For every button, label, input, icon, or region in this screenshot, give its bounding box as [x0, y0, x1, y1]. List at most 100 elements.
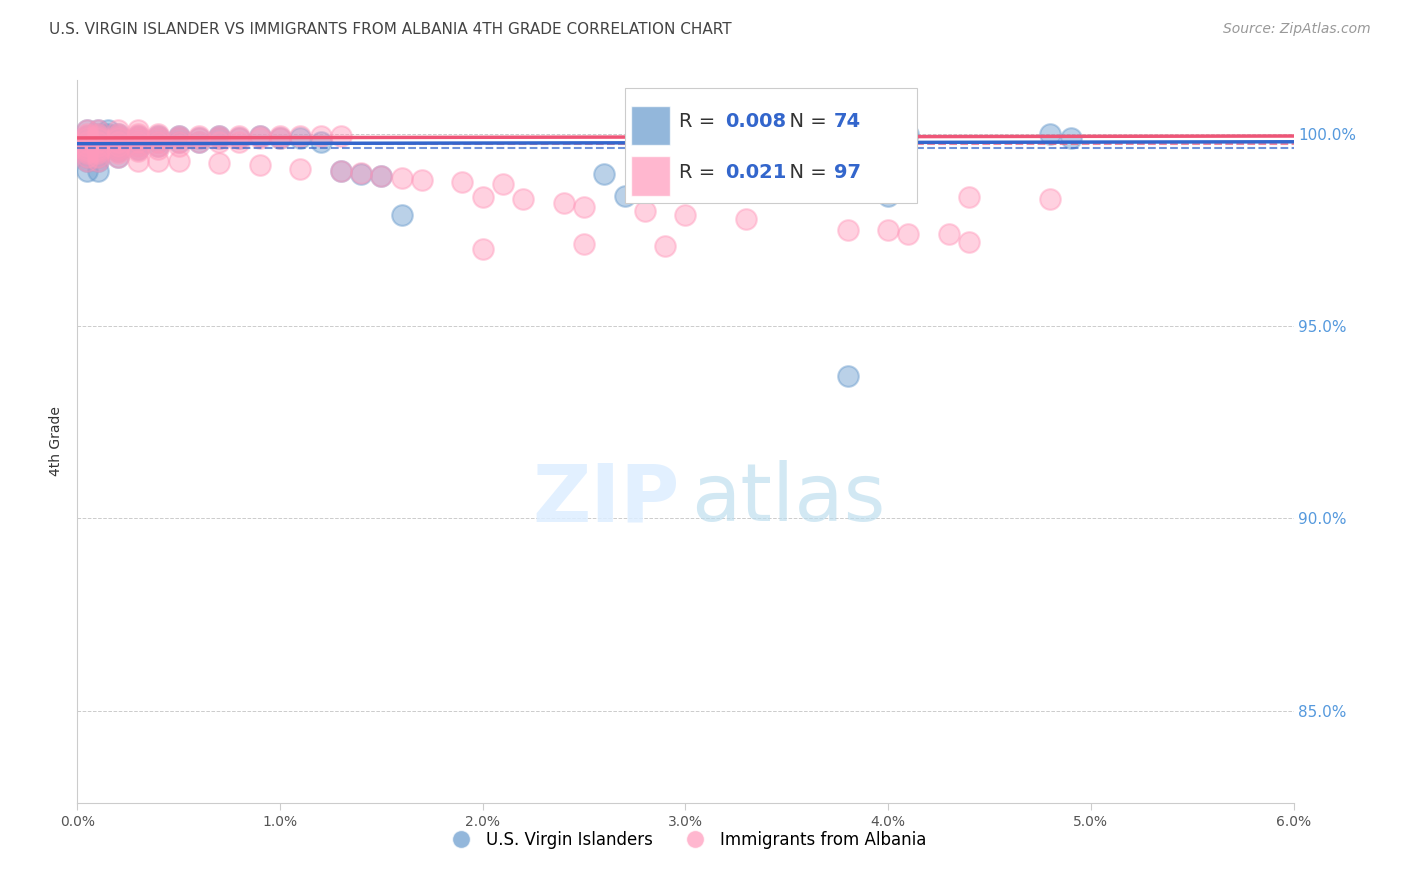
Point: [269, 131, 291, 145]
FancyBboxPatch shape: [631, 156, 669, 196]
Point: [86, 145, 108, 159]
Point: [127, 128, 149, 143]
Point: [86, 153, 108, 168]
Point: [127, 135, 149, 149]
Point: [309, 128, 332, 143]
Point: [107, 131, 129, 145]
Point: [228, 131, 250, 145]
Point: [107, 138, 129, 153]
Point: [188, 135, 211, 149]
Point: [76, 150, 98, 164]
Point: [86, 138, 108, 153]
Legend: U.S. Virgin Islanders, Immigrants from Albania: U.S. Virgin Islanders, Immigrants from A…: [437, 824, 934, 856]
Point: [86, 150, 108, 164]
Point: [329, 163, 352, 178]
Text: 0.008: 0.008: [725, 112, 787, 131]
Point: [188, 128, 211, 143]
Point: [512, 193, 534, 207]
Point: [76, 153, 98, 168]
Point: [127, 138, 149, 153]
Point: [167, 153, 190, 168]
Point: [76, 123, 98, 137]
Text: ZIP: ZIP: [531, 460, 679, 539]
Point: [350, 165, 373, 179]
Point: [451, 175, 474, 189]
Point: [127, 131, 149, 145]
Point: [1039, 127, 1062, 141]
Point: [76, 163, 98, 178]
Point: [76, 138, 98, 153]
Point: [228, 131, 250, 145]
Point: [107, 143, 129, 157]
Point: [148, 135, 170, 149]
Point: [97, 123, 120, 137]
Point: [97, 131, 120, 145]
Point: [127, 138, 149, 153]
Point: [86, 123, 108, 137]
Text: U.S. VIRGIN ISLANDER VS IMMIGRANTS FROM ALBANIA 4TH GRADE CORRELATION CHART: U.S. VIRGIN ISLANDER VS IMMIGRANTS FROM …: [49, 22, 733, 37]
Point: [127, 128, 149, 143]
Point: [97, 128, 120, 143]
Point: [269, 131, 291, 145]
Point: [877, 223, 900, 237]
Point: [167, 128, 190, 143]
Point: [86, 146, 108, 161]
Point: [290, 161, 312, 176]
Point: [127, 153, 149, 168]
Point: [188, 131, 211, 145]
Point: [370, 169, 392, 184]
Point: [148, 131, 170, 145]
Text: 74: 74: [834, 112, 860, 131]
Text: atlas: atlas: [692, 460, 886, 539]
Point: [148, 135, 170, 149]
Point: [76, 143, 98, 157]
Point: [76, 146, 98, 161]
Point: [309, 135, 332, 149]
Point: [572, 200, 595, 214]
Point: [391, 208, 413, 222]
Text: 97: 97: [834, 162, 860, 182]
Point: [167, 131, 190, 145]
Point: [167, 135, 190, 149]
Point: [127, 143, 149, 157]
Point: [127, 143, 149, 157]
Point: [553, 196, 575, 211]
Point: [957, 235, 980, 249]
Point: [148, 128, 170, 143]
Point: [249, 131, 271, 145]
Point: [76, 128, 98, 143]
Point: [228, 128, 250, 143]
Point: [76, 146, 98, 161]
Point: [86, 128, 108, 143]
Point: [107, 146, 129, 161]
Text: N =: N =: [776, 162, 832, 182]
Point: [249, 128, 271, 143]
Point: [188, 131, 211, 145]
Point: [208, 135, 231, 149]
Point: [86, 123, 108, 137]
Point: [290, 131, 312, 145]
Point: [107, 143, 129, 157]
Point: [107, 135, 129, 149]
FancyBboxPatch shape: [624, 87, 917, 203]
Point: [107, 128, 129, 143]
Point: [249, 158, 271, 172]
Point: [492, 177, 515, 191]
Point: [86, 131, 108, 145]
Point: [127, 135, 149, 149]
Point: [86, 163, 108, 178]
Point: [167, 135, 190, 149]
Point: [329, 163, 352, 178]
Point: [127, 131, 149, 145]
Point: [735, 211, 758, 226]
Point: [1039, 193, 1062, 207]
Point: [107, 145, 129, 159]
Point: [208, 128, 231, 143]
Point: [76, 128, 98, 143]
Point: [249, 128, 271, 143]
Point: [148, 153, 170, 168]
Point: [167, 131, 190, 145]
Point: [86, 153, 108, 168]
Point: [76, 138, 98, 153]
Point: [107, 131, 129, 145]
